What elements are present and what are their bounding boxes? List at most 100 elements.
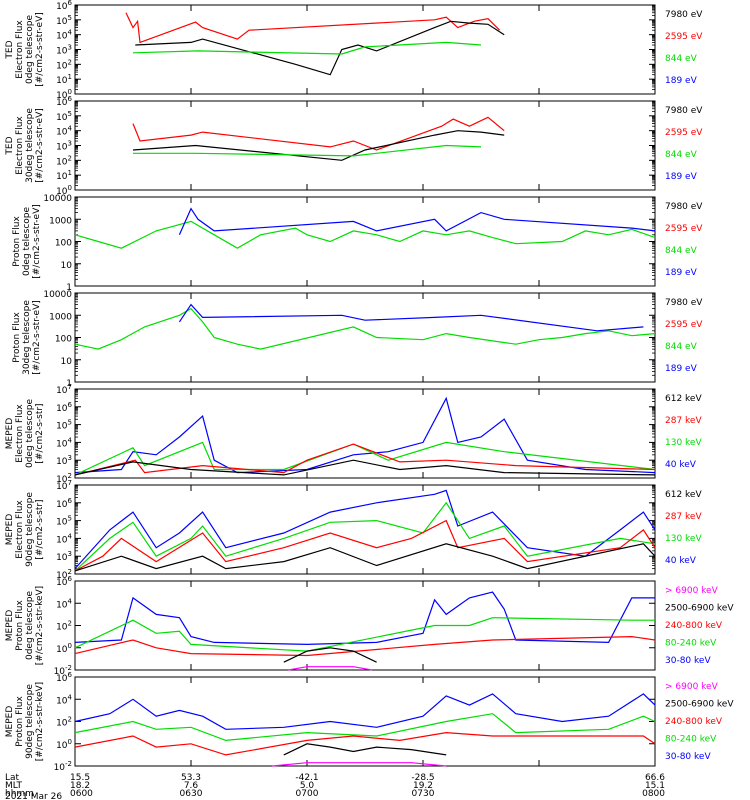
y-tick-label: 100: [56, 184, 72, 197]
y-tick-label: 107: [56, 383, 72, 396]
series-line: [74, 489, 656, 570]
legend-entry: 189 eV: [665, 268, 698, 278]
y-tick-label-exp: 4: [68, 693, 73, 701]
legend-entry: 40 keV: [665, 460, 697, 470]
y-tick-label-exp: 4: [68, 436, 73, 444]
y-tick-label: 102: [56, 568, 72, 581]
y-tick-label-exp: 6: [68, 0, 73, 7]
x-tick-mlt: 19.2: [413, 781, 433, 791]
y-tick-label: 105: [56, 14, 72, 27]
y-tick-label: 10-2: [54, 664, 72, 677]
y-tick-label-exp: -2: [65, 760, 72, 768]
y-tick-label: 103: [56, 44, 72, 57]
series-line: [74, 220, 656, 249]
y-axis-title-line: MEPED: [5, 706, 15, 738]
y-tick-label-base: 1000: [49, 312, 72, 322]
legend-entry: 240-800 keV: [665, 717, 723, 727]
y-tick-label-base: 10: [56, 91, 68, 101]
y-tick-label-base: 10: [56, 535, 68, 545]
y-tick-label-base: 10: [54, 763, 66, 773]
y-axis-title-line: Proton Flux: [15, 696, 25, 747]
y-tick-label-base: 10: [54, 667, 66, 677]
panel-frame: [74, 676, 656, 767]
y-tick-label-exp: 0: [68, 88, 72, 96]
y-tick-label-exp: -2: [65, 664, 72, 672]
y-tick-label: 10000: [43, 290, 72, 300]
x-tick-lat: 66.6: [645, 773, 665, 783]
legend-entry: 844 eV: [665, 342, 698, 352]
series-line: [74, 543, 656, 572]
y-tick-label-base: 10: [56, 32, 68, 42]
series-line: [132, 41, 482, 55]
x-tick-lat: -28.5: [411, 773, 434, 783]
legend-entry: 30-80 keV: [665, 656, 711, 666]
y-tick-label: 102: [56, 716, 72, 729]
y-tick-label: 105: [56, 419, 72, 432]
y-tick-label-base: 10: [56, 76, 68, 86]
series-line: [178, 207, 656, 236]
y-tick-label-exp: 2: [68, 620, 72, 628]
y-tick-label-exp: 6: [68, 95, 73, 103]
y-tick-label-base: 10: [56, 500, 68, 510]
y-tick-label-exp: 6: [68, 401, 73, 409]
legend-entry: > 6900 keV: [665, 586, 719, 596]
x-tick-mlt: 5.0: [300, 781, 315, 791]
series-line: [74, 519, 656, 572]
y-axis-title-line: [#/cm2-s-str-keV]: [35, 586, 45, 665]
legend-entry: 7980 eV: [665, 10, 703, 20]
y-tick-label: 101: [56, 73, 72, 86]
x-tick-lat: 15.5: [70, 773, 90, 783]
series-line: [135, 20, 505, 76]
y-tick-label-base: 10: [56, 128, 68, 138]
series-line: [272, 762, 447, 767]
y-tick-label: 100: [56, 88, 72, 101]
y-axis-title-line: [#/cm2-s-str]: [35, 403, 45, 463]
y-axis-title-line: Proton Flux: [12, 312, 22, 363]
legend-entry: 240-800 keV: [665, 621, 723, 631]
y-tick-label-base: 10: [56, 17, 68, 27]
y-tick-label-base: 10000: [43, 290, 72, 300]
legend-entry: 189 eV: [665, 364, 698, 374]
y-tick-label-base: 10: [56, 386, 68, 396]
y-tick-label-exp: 0: [68, 738, 72, 746]
series-line: [74, 441, 656, 476]
y-axis-title-line: [#/cm2-s-str-eV]: [32, 300, 42, 375]
y-axis-title-line: Electron Flux: [15, 404, 25, 463]
x-tick-lat: 53.3: [181, 773, 201, 783]
y-tick-label-exp: 7: [68, 479, 72, 487]
legend-entry: 612 keV: [665, 490, 702, 500]
series-line: [283, 743, 447, 756]
y-tick-label: 102: [56, 620, 72, 633]
legend-entry: 2595 eV: [665, 320, 703, 330]
series-line: [132, 130, 505, 161]
y-tick-label-base: 10: [56, 475, 68, 485]
y-tick-label: 104: [56, 532, 72, 545]
series-line: [74, 396, 656, 474]
y-tick-label: 106: [56, 497, 72, 510]
y-tick-label-base: 10: [56, 623, 68, 633]
legend-entry: 30-80 keV: [665, 752, 711, 762]
y-tick-label-base: 10: [56, 719, 68, 729]
y-tick-label: 106: [56, 401, 72, 414]
y-tick-label-base: 10: [56, 696, 68, 706]
y-tick-label: 105: [56, 515, 72, 528]
y-tick-label-exp: 3: [68, 44, 72, 52]
y-tick-label-base: 10: [56, 61, 68, 71]
y-tick-label-exp: 6: [68, 671, 73, 679]
y-tick-label-base: 10: [56, 143, 68, 153]
y-tick-label: 103: [56, 140, 72, 153]
y-tick-label-exp: 5: [68, 110, 72, 118]
y-tick-label: 1: [66, 379, 72, 389]
y-tick-label: 101: [56, 169, 72, 182]
y-tick-label-base: 10: [56, 157, 68, 167]
y-tick-label-base: 10: [56, 172, 68, 182]
series-line: [74, 591, 655, 646]
series-line: [74, 307, 656, 350]
y-tick-label-base: 1: [66, 283, 72, 293]
series-line: [74, 635, 656, 657]
legend-entry: 80-240 keV: [665, 639, 717, 649]
y-tick-label-exp: 5: [68, 14, 72, 22]
